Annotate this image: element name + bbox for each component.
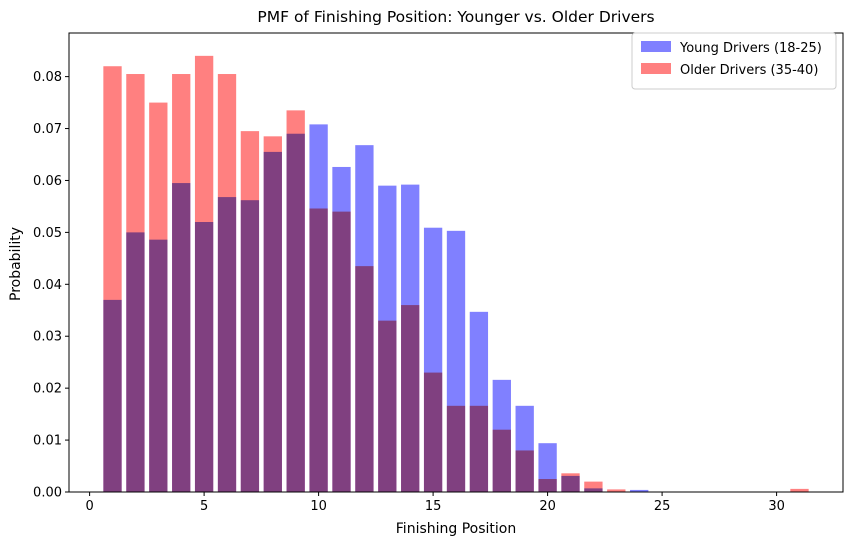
older-bar [103, 66, 122, 492]
x-tick-label: 20 [539, 499, 556, 514]
older-series-bars [103, 55, 809, 493]
y-tick-label: 0.08 [33, 70, 62, 85]
older-bar [423, 372, 443, 492]
y-tick-label: 0.02 [33, 382, 62, 397]
older-bar [240, 131, 260, 492]
chart-title: PMF of Finishing Position: Younger vs. O… [257, 8, 654, 26]
x-tick-label: 5 [200, 499, 208, 514]
older-bar [538, 479, 557, 492]
older-bar [194, 55, 214, 492]
x-tick-label: 25 [654, 499, 671, 514]
axes [68, 32, 844, 493]
y-tick-label: 0.05 [33, 226, 62, 241]
legend-swatch-young [641, 41, 671, 52]
y-tick-label: 0.00 [33, 486, 62, 501]
legend-swatch-older [641, 63, 671, 74]
older-bar [515, 450, 534, 492]
y-tick-label: 0.04 [33, 278, 62, 293]
x-axis-label: Finishing Position [396, 521, 516, 537]
older-bar [607, 489, 626, 492]
x-tick-label: 10 [310, 499, 327, 514]
older-bar [263, 136, 282, 492]
legend-label-older: Older Drivers (35-40) [680, 63, 818, 78]
y-axis-ticks: 0.00 0.01 0.02 0.03 0.04 0.05 0.06 0.07 0.08 [33, 70, 69, 501]
older-bar [584, 481, 603, 492]
older-bar [561, 473, 580, 492]
young-bar [630, 489, 649, 492]
older-bar [309, 208, 328, 492]
legend-label-young: Young Drivers (18-25) [679, 41, 822, 56]
older-bar [172, 74, 191, 493]
x-tick-label: 0 [85, 499, 93, 514]
y-tick-label: 0.07 [33, 122, 62, 137]
older-bar [332, 211, 351, 492]
older-bar [149, 102, 168, 492]
y-tick-label: 0.01 [33, 434, 62, 449]
older-bar [217, 74, 237, 493]
y-tick-label: 0.03 [33, 330, 62, 345]
plot-frame [68, 32, 844, 493]
legend-box [631, 32, 837, 90]
y-tick-label: 0.06 [33, 174, 62, 189]
older-bar [790, 488, 809, 492]
older-bar [286, 110, 305, 493]
x-axis-ticks: 0 5 10 15 20 25 30 [85, 492, 785, 514]
x-tick-label: 15 [425, 499, 442, 514]
older-bar [446, 405, 466, 492]
older-bar [469, 405, 489, 492]
legend: Young Drivers (18-25) Older Drivers (35-… [631, 32, 837, 90]
older-bar [401, 305, 420, 492]
older-bar [355, 266, 374, 492]
older-bar [492, 429, 511, 492]
y-axis-label: Probability [8, 227, 24, 301]
x-tick-label: 30 [768, 499, 785, 514]
older-bar [378, 320, 397, 492]
older-bar [126, 74, 145, 493]
